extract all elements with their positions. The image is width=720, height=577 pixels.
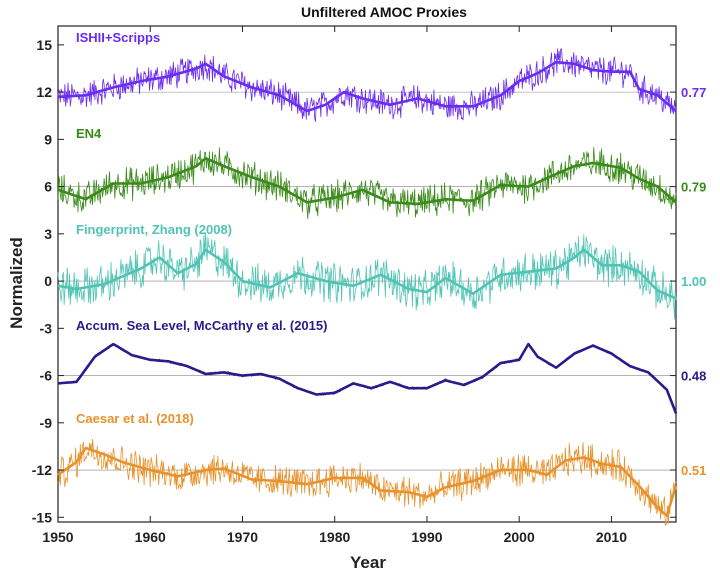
series-raw-line [57, 438, 677, 526]
x-tick-label: 2000 [504, 529, 535, 545]
x-tick-label: 2010 [596, 529, 627, 545]
series-group [57, 232, 677, 320]
series-smooth-line [57, 248, 677, 300]
series-smooth-line [57, 157, 677, 206]
series-group [57, 438, 678, 526]
series-labels: ISHII+Scripps EN4 Fingerprint, Zhang (2008… [76, 30, 327, 426]
y-tick-label: 6 [44, 179, 52, 195]
y-tick-label: 3 [44, 226, 52, 242]
series-label: Caesar et al. (2018) [76, 411, 194, 426]
y-axis-ticks: 15 12 9 6 3 0 -3 -6 -9 -12 -15 [32, 37, 676, 525]
series-label: ISHII+Scripps [76, 30, 160, 45]
series-smooth-line [57, 446, 678, 518]
series-group [57, 147, 677, 220]
x-axis-ticks: 1950 1960 1970 1980 1990 2000 2010 [42, 26, 627, 545]
series-raw-line [57, 147, 677, 220]
correlation-labels: 0.77 0.79 1.00 0.48 0.51 [681, 85, 706, 478]
y-tick-label: -15 [32, 509, 52, 525]
series-label: Accum. Sea Level, McCarthy et al. (2015) [76, 318, 327, 333]
correlation-label: 0.79 [681, 180, 706, 195]
y-tick-label: -3 [40, 320, 53, 336]
series-group [57, 342, 678, 414]
y-tick-label: 12 [36, 84, 52, 100]
correlation-label: 0.77 [681, 85, 706, 100]
x-axis-label: Year [350, 553, 386, 572]
x-tick-label: 1960 [135, 529, 166, 545]
series-label: EN4 [76, 126, 102, 141]
series-raw-line [57, 232, 677, 320]
x-tick-label: 1980 [319, 529, 350, 545]
y-tick-label: -12 [32, 462, 52, 478]
series-lines [57, 48, 678, 526]
x-tick-label: 1950 [42, 529, 73, 545]
y-axis-label: Normalized [7, 237, 26, 329]
y-tick-label: 9 [44, 131, 52, 147]
correlation-label: 1.00 [681, 274, 706, 289]
x-tick-label: 1970 [227, 529, 258, 545]
chart-title: Unfiltered AMOC Proxies [301, 4, 467, 20]
series-raw-line [57, 343, 677, 414]
series-label: Fingerprint, Zhang (2008) [76, 222, 232, 237]
y-tick-label: 15 [36, 37, 52, 53]
series-smooth-line [57, 342, 678, 414]
y-tick-label: -9 [40, 415, 53, 431]
x-tick-label: 1990 [411, 529, 442, 545]
correlation-label: 0.48 [681, 369, 706, 384]
series-group [57, 48, 677, 122]
correlation-label: 0.51 [681, 463, 706, 478]
series-smooth-line [57, 60, 677, 113]
series-raw-line [57, 48, 677, 122]
y-tick-label: 0 [44, 273, 52, 289]
y-tick-label: -6 [40, 368, 53, 384]
